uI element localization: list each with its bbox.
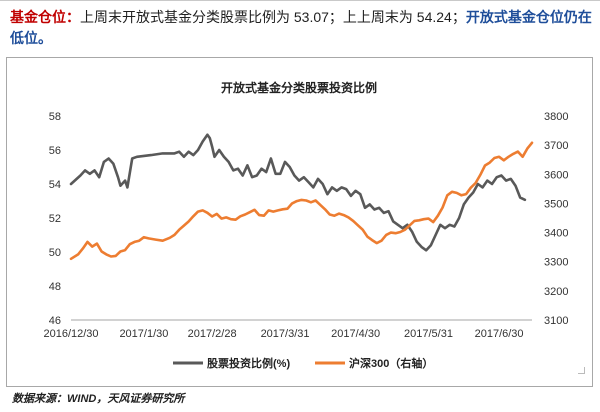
x-tick-label: 2017/5/31 xyxy=(404,328,453,340)
headline-highlight: 开放式基金仓位仍在低位。 xyxy=(10,9,592,46)
y-left-tick-label: 48 xyxy=(49,281,61,293)
legend: 股票投资比例(%) 沪深300（右轴） xyxy=(173,356,433,370)
chart-title: 开放式基金分类股票投资比例 xyxy=(221,80,377,95)
plot-area xyxy=(69,133,534,261)
x-tick-label: 2017/6/30 xyxy=(475,328,524,340)
chart: 开放式基金分类股票投资比例 46 48 50 52 54 56 58 3100 3200 3300… xyxy=(43,80,568,370)
y-right-tick-label: 3500 xyxy=(544,198,568,210)
y-right-tick-label: 3700 xyxy=(544,140,568,152)
y-left-tick-label: 58 xyxy=(49,111,61,123)
headline-label: 基金仓位： xyxy=(10,9,80,25)
series-line-csi300 xyxy=(69,141,534,261)
x-tick-label: 2017/3/31 xyxy=(261,328,310,340)
resize-mark xyxy=(578,367,585,374)
y-left-tick-label: 50 xyxy=(49,247,61,259)
headline-text: 上周末开放式基金分类股票比例为 53.07；上上周末为 54.24； xyxy=(80,9,466,25)
y-right-tick-label: 3800 xyxy=(544,111,568,123)
legend-label-csi300: 沪深300（右轴） xyxy=(349,356,433,370)
legend-label-stock: 股票投资比例(%) xyxy=(207,356,290,370)
y-left-tick-label: 56 xyxy=(49,145,61,157)
x-tick-label: 2016/12/30 xyxy=(43,328,98,340)
y-right-tick-label: 3300 xyxy=(544,257,568,269)
source-note: 数据来源：WIND，天风证券研究所 xyxy=(12,393,185,405)
top-border xyxy=(0,0,600,1)
series-line-stock-ratio xyxy=(69,133,527,252)
y-right-tick-label: 3100 xyxy=(544,315,568,327)
axes: 46 48 50 52 54 56 58 3100 3200 3300 3400 3500 3600 37… xyxy=(43,111,568,340)
y-left-tick-label: 52 xyxy=(49,213,61,225)
y-right-tick-label: 3200 xyxy=(544,286,568,298)
y-right-tick-label: 3400 xyxy=(544,228,568,240)
chart-box: 开放式基金分类股票投资比例 46 48 50 52 54 56 58 3100 3200 3300… xyxy=(6,57,593,387)
y-left-tick-label: 46 xyxy=(49,315,61,327)
headline: 基金仓位：上周末开放式基金分类股票比例为 53.07；上上周末为 54.24；开… xyxy=(10,7,594,49)
y-left-tick-label: 54 xyxy=(49,179,61,191)
y-right-tick-label: 3600 xyxy=(544,169,568,181)
x-tick-label: 2017/2/28 xyxy=(188,328,237,340)
x-tick-label: 2017/4/30 xyxy=(331,328,380,340)
x-tick-label: 2017/1/30 xyxy=(119,328,168,340)
